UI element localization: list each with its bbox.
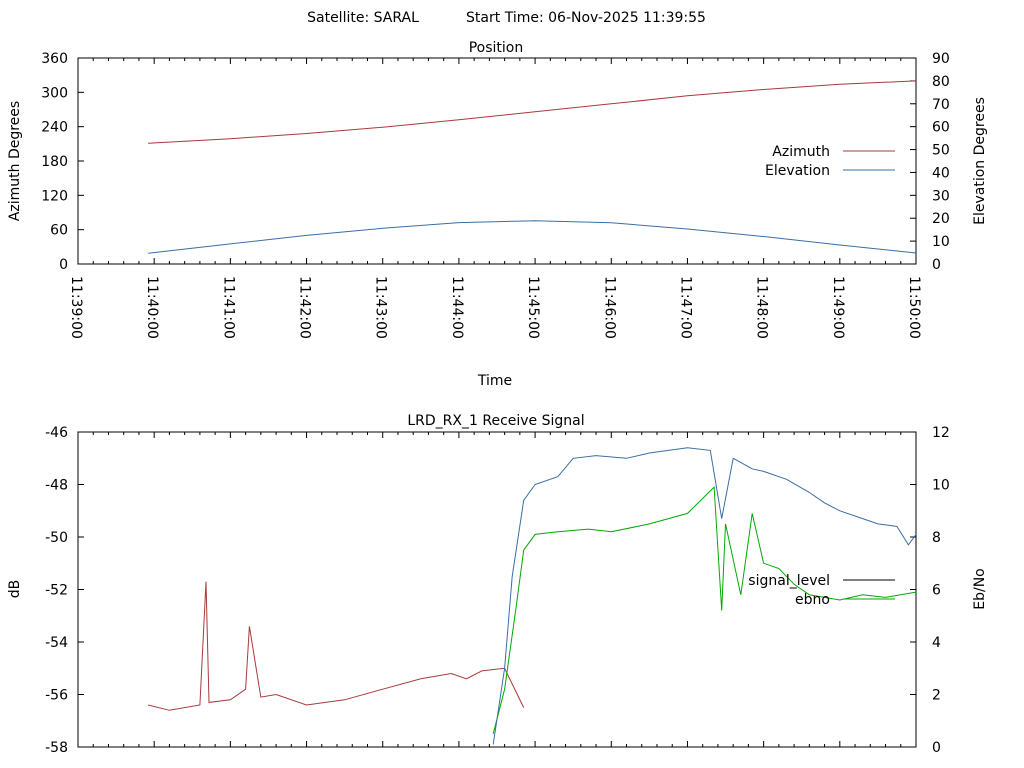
legend-label: signal_level (748, 573, 830, 589)
x-tick-label: 11:44:00 (449, 276, 465, 339)
legend-label: Elevation (765, 163, 830, 179)
y-tick-label: -58 (45, 740, 68, 756)
series-line-Elevation (148, 220, 917, 254)
x-tick-label: 11:43:00 (373, 276, 389, 339)
y-tick-label: 60 (50, 223, 68, 239)
y2-tick-label: 40 (932, 165, 950, 181)
y2-tick-label: 6 (932, 583, 941, 599)
start-time-label: Start Time: 06-Nov-2025 11:39:55 (466, 10, 706, 26)
y-tick-label: -52 (45, 583, 68, 599)
y2-tick-label: 70 (932, 97, 950, 113)
elevation-axis-title: Elevation Degrees (972, 97, 988, 225)
y2-tick-label: 80 (932, 74, 950, 90)
db-axis-title: dB (7, 580, 23, 599)
y2-tick-label: 30 (932, 188, 950, 204)
y2-tick-label: 2 (932, 688, 941, 704)
y-tick-label: -56 (45, 688, 68, 704)
y-tick-label: 240 (41, 120, 68, 136)
y2-tick-label: 50 (932, 143, 950, 159)
y-tick-label: -50 (45, 530, 68, 546)
series-line-Azimuth (148, 80, 917, 144)
y2-tick-label: 20 (932, 211, 950, 227)
y2-tick-label: 8 (932, 530, 941, 546)
x-tick-label: 11:50:00 (906, 276, 922, 339)
y-tick-label: -54 (45, 635, 68, 651)
y-tick-label: -48 (45, 478, 68, 494)
legend-label: Azimuth (772, 144, 830, 160)
x-tick-label: 11:41:00 (220, 276, 236, 339)
y2-tick-label: 0 (932, 740, 941, 756)
x-tick-label: 11:40:00 (144, 276, 160, 339)
y2-tick-label: 90 (932, 51, 950, 67)
azimuth-axis-title: Azimuth Degrees (7, 101, 23, 221)
y2-tick-label: 12 (932, 425, 950, 441)
position-x-axis-title: Time (477, 373, 512, 389)
series-line-series-2 (492, 447, 917, 745)
satellite-label: Satellite: SARAL (307, 10, 419, 26)
y-tick-label: 300 (41, 85, 68, 101)
receive-signal-chart-title: LRD_RX_1 Receive Signal (407, 413, 584, 429)
y2-tick-label: 4 (932, 635, 941, 651)
x-tick-label: 11:47:00 (677, 276, 693, 339)
y2-tick-label: 10 (932, 478, 950, 494)
y2-tick-label: 0 (932, 257, 941, 273)
plot-frame (77, 431, 917, 748)
series-line-ebno (492, 485, 917, 735)
x-tick-label: 11:39:00 (68, 276, 84, 339)
x-tick-label: 11:49:00 (830, 276, 846, 339)
x-tick-label: 11:45:00 (525, 276, 541, 339)
plot-frame (77, 57, 917, 265)
y2-tick-label: 10 (932, 234, 950, 250)
x-tick-label: 11:46:00 (601, 276, 617, 339)
ebno-axis-title: Eb/No (972, 568, 988, 610)
y2-tick-label: 60 (932, 120, 950, 136)
position-chart-title: Position (469, 40, 524, 56)
y-tick-label: 180 (41, 154, 68, 170)
y-tick-label: -46 (45, 425, 68, 441)
x-tick-label: 11:42:00 (297, 276, 313, 339)
x-tick-label: 11:48:00 (754, 276, 770, 339)
y-tick-label: 360 (41, 51, 68, 67)
series-line-signal_level (147, 581, 525, 711)
y-tick-label: 0 (59, 257, 68, 273)
legend-label: ebno (795, 592, 830, 608)
y-tick-label: 120 (41, 188, 68, 204)
receive-signal-chart: LRD_RX_1 Receive Signal dB Eb/No -58 -56 -… (7, 413, 988, 756)
position-chart: Position Time Azimuth Degrees Elevation … (7, 40, 988, 389)
